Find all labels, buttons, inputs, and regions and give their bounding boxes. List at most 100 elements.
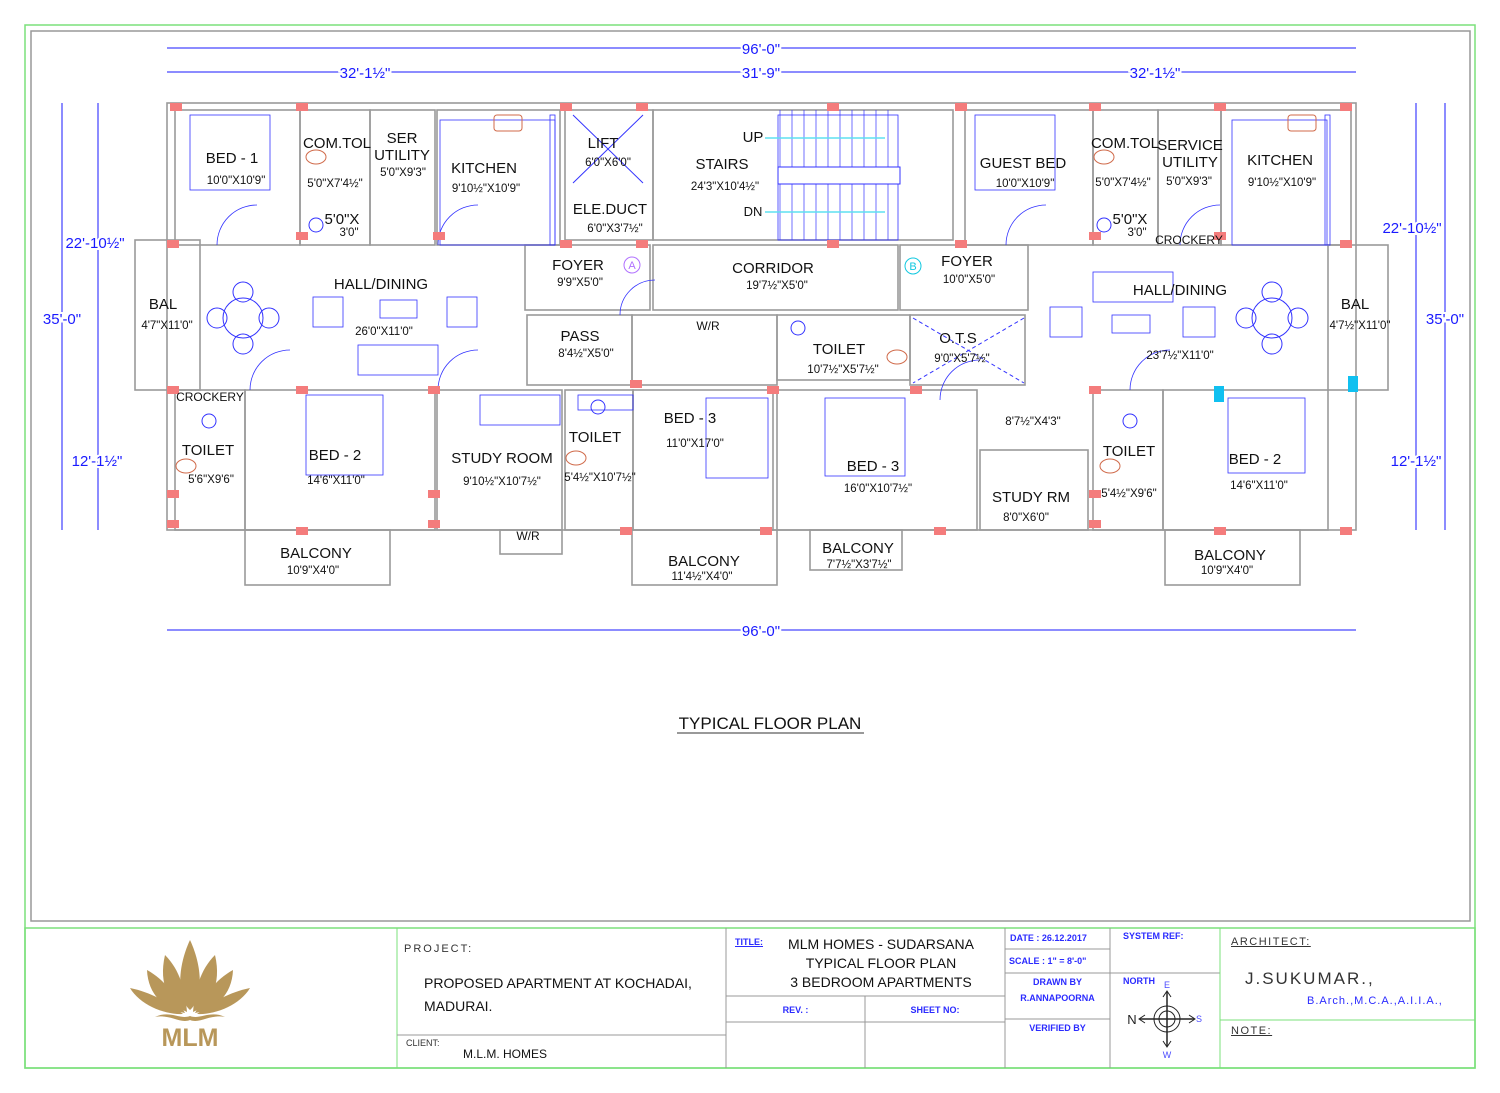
wall — [436, 109, 561, 246]
title-line-1: MLM HOMES - SUDARSANA — [788, 936, 974, 952]
room: TOILET 5'4½"X10'7½" — [564, 429, 635, 484]
room-name: W/R — [696, 319, 720, 333]
room: BED - 2 14'6"X11'0" — [307, 447, 365, 487]
room-name: O.T.S — [939, 330, 977, 347]
title-label: TITLE: — [735, 937, 763, 947]
structural-column — [955, 240, 967, 248]
structural-column — [827, 103, 839, 111]
wall — [979, 449, 1089, 531]
client-name: M.L.M. HOMES — [463, 1047, 548, 1061]
structural-column — [1214, 103, 1226, 111]
furniture-item — [1111, 314, 1151, 334]
room: COM.TOL 5'0"X7'4½" — [303, 135, 371, 190]
chair-icon — [1261, 333, 1283, 355]
room: BED - 2 14'6"X11'0" — [1229, 451, 1288, 492]
structural-column — [170, 103, 182, 111]
room: BAL 4'7½"X11'0" — [1330, 296, 1391, 332]
room-name: BED - 2 — [309, 447, 362, 464]
room: BED - 3 16'0"X10'7½" — [844, 458, 912, 495]
door-swing — [619, 279, 656, 316]
room-name: COM.TOL — [303, 135, 371, 152]
dimension-label: 35'-0" — [1426, 311, 1464, 328]
logo-text: MLM — [162, 1024, 219, 1052]
drawing-frame — [30, 30, 1471, 922]
furniture-item — [446, 296, 478, 328]
room: KITCHEN 9'10½"X10'9" — [451, 160, 520, 195]
structural-column — [760, 527, 772, 535]
room: W/R — [696, 319, 720, 333]
room-size: 8'0"X6'0" — [1003, 512, 1049, 524]
room-name: UTILITY — [374, 147, 430, 164]
project-line-1: PROPOSED APARTMENT AT KOCHADAI, — [424, 975, 692, 991]
wall — [436, 389, 563, 531]
room-name: COM.TOL — [1091, 135, 1159, 152]
room-size: 9'0"X5'7½" — [934, 353, 989, 365]
chair-icon — [258, 307, 280, 329]
door-swing — [216, 204, 258, 246]
dimension-label: 96'-0" — [742, 41, 780, 58]
structural-column — [1089, 103, 1101, 111]
furniture-item — [1092, 271, 1174, 303]
washbasin-icon — [201, 413, 217, 429]
structural-column — [1089, 490, 1101, 498]
structural-column — [428, 490, 440, 498]
door-marker-label: A — [628, 260, 636, 272]
structural-column — [910, 386, 922, 394]
door-swing — [249, 349, 291, 391]
dimension-label: 22'-10½" — [1382, 220, 1441, 237]
room-name: STUDY ROOM — [451, 450, 552, 467]
stove-icon — [1287, 114, 1317, 132]
room-name: BED - 1 — [206, 150, 259, 167]
structural-column — [767, 386, 779, 394]
room: BED - 3 11'0"X17'0" — [664, 410, 724, 450]
furniture-item — [357, 344, 439, 376]
dimension-label: 32'-1½" — [1130, 65, 1181, 82]
sheet-no-label: SHEET NO: — [910, 1005, 960, 1015]
structural-column — [1089, 520, 1101, 528]
toilet-icon — [886, 349, 908, 365]
room-size: 11'0"X17'0" — [666, 438, 724, 450]
room-size: 10'0"X10'9" — [207, 175, 266, 187]
room-size: 16'0"X10'7½" — [844, 483, 912, 495]
room-name: BALCONY — [280, 545, 352, 562]
drawing-title: MLM HOMES - SUDARSANA TYPICAL FLOOR PLAN… — [776, 935, 986, 992]
dimension-label: 12'-1½" — [72, 453, 123, 470]
room-size: 6'0"X3'7½" — [587, 223, 642, 235]
room-size: 5'4½"X9'6" — [1101, 488, 1156, 500]
door-swing — [437, 349, 479, 391]
room: GUEST BED 10'0"X10'9" — [980, 155, 1067, 190]
room: COM.TOL 5'0"X7'4½" — [1091, 135, 1159, 189]
room-size: 9'10½"X10'7½" — [463, 476, 541, 488]
room-name: FOYER — [552, 257, 604, 274]
room: FOYER 10'0"X5'0" — [941, 253, 995, 286]
dimension-label: 32'-1½" — [340, 65, 391, 82]
chair-icon — [1287, 307, 1309, 329]
chair-icon — [1261, 281, 1283, 303]
system-ref-label: SYSTEM REF: — [1123, 931, 1184, 941]
room-size: 10'9"X4'0" — [287, 565, 339, 577]
room-size: 9'9"X5'0" — [557, 277, 603, 289]
title-line-3: 3 BEDROOM APARTMENTS — [790, 974, 972, 990]
wall — [564, 109, 654, 241]
room: ELE.DUCT 6'0"X3'7½" — [573, 201, 647, 235]
room: TOILET 10'7½"X5'7½" — [807, 341, 878, 376]
rev-label: REV. : — [782, 1005, 809, 1015]
room-name: 5'0"X — [1113, 211, 1148, 228]
room-name: UP — [743, 129, 764, 146]
furniture-item — [824, 397, 906, 477]
room: CROCKERY — [1155, 233, 1223, 247]
room-size: 10'0"X5'0" — [943, 274, 995, 286]
room-name: PASS — [561, 328, 600, 345]
wall — [564, 389, 634, 531]
title-line-2: TYPICAL FLOOR PLAN — [805, 955, 957, 971]
compass-s: S — [1196, 1014, 1202, 1024]
structural-column — [167, 386, 179, 394]
cross-mark — [912, 317, 1025, 384]
room: STUDY RM 8'0"X6'0" — [992, 489, 1070, 524]
room: 5'0"X3'0" — [1113, 211, 1148, 239]
wall — [652, 244, 899, 311]
